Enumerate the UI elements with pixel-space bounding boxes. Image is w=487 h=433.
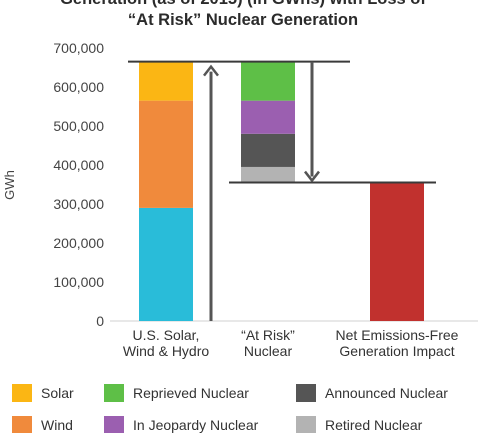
legend-label: Retired Nuclear — [325, 417, 423, 433]
legend-label: Wind — [41, 417, 73, 433]
y-tick-label: 500,000 — [53, 118, 104, 134]
bar-segment — [241, 166, 295, 183]
legend-label: Announced Nuclear — [325, 385, 448, 401]
y-tick-label: 400,000 — [53, 157, 104, 173]
bar-segment — [139, 61, 193, 101]
category-label: Net Emissions-Free — [336, 327, 459, 343]
chart-title-line-1: Generation (as of 2015) (in GWhs) with L… — [60, 0, 426, 8]
legend-swatch — [104, 416, 124, 433]
bar-segment — [241, 100, 295, 134]
legend-swatch — [12, 416, 32, 433]
up-arrow-head — [203, 64, 219, 77]
legend-label: In Jeopardy Nuclear — [133, 417, 259, 433]
y-tick-label: 0 — [96, 313, 104, 329]
legend-swatch — [296, 416, 316, 433]
bar-segment — [241, 61, 295, 101]
bar-segment — [370, 182, 424, 321]
legend-label: Reprieved Nuclear — [133, 385, 249, 401]
y-tick-label: 600,000 — [53, 79, 104, 95]
y-tick-label: 200,000 — [53, 235, 104, 251]
chart-title-line-2: “At Risk” Nuclear Generation — [128, 11, 358, 29]
y-tick-label: 700,000 — [53, 40, 104, 56]
category-label: Wind & Hydro — [123, 343, 210, 359]
y-tick-label: 300,000 — [53, 196, 104, 212]
legend-swatch — [12, 384, 32, 402]
category-label: U.S. Solar, — [133, 327, 200, 343]
category-label: “At Risk” — [241, 327, 295, 343]
bar-segment — [241, 133, 295, 167]
bar-segment — [139, 100, 193, 208]
bar-segment — [139, 207, 193, 321]
y-tick-label: 100,000 — [53, 274, 104, 290]
down-arrow-head — [304, 170, 320, 183]
category-label: Generation Impact — [339, 343, 454, 359]
legend-label: Solar — [41, 385, 74, 401]
legend-swatch — [296, 384, 316, 402]
y-axis-label: GWh — [2, 170, 17, 200]
category-label: Nuclear — [244, 343, 293, 359]
legend-swatch — [104, 384, 124, 402]
